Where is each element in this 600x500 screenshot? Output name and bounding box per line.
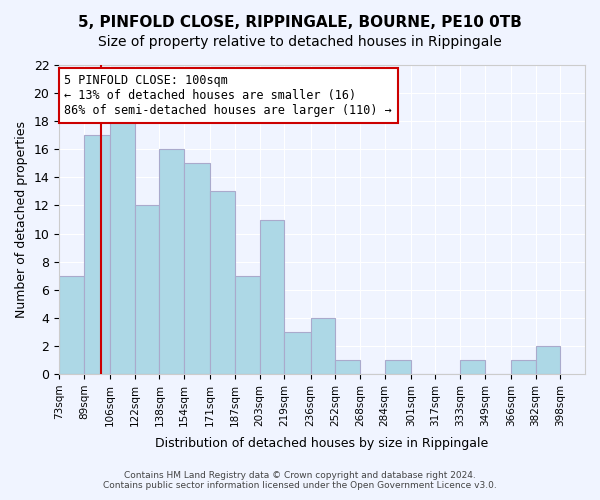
Bar <box>110 121 135 374</box>
Bar <box>385 360 411 374</box>
Bar <box>135 206 160 374</box>
Bar <box>460 360 485 374</box>
Bar <box>84 135 110 374</box>
Bar <box>335 360 360 374</box>
Bar <box>235 276 260 374</box>
Bar <box>210 192 235 374</box>
Text: Size of property relative to detached houses in Rippingale: Size of property relative to detached ho… <box>98 35 502 49</box>
Bar <box>311 318 335 374</box>
Bar <box>284 332 311 374</box>
Bar <box>260 220 284 374</box>
Bar <box>511 360 536 374</box>
Text: 5, PINFOLD CLOSE, RIPPINGALE, BOURNE, PE10 0TB: 5, PINFOLD CLOSE, RIPPINGALE, BOURNE, PE… <box>78 15 522 30</box>
Bar <box>59 276 84 374</box>
Y-axis label: Number of detached properties: Number of detached properties <box>15 121 28 318</box>
Text: 5 PINFOLD CLOSE: 100sqm
← 13% of detached houses are smaller (16)
86% of semi-de: 5 PINFOLD CLOSE: 100sqm ← 13% of detache… <box>64 74 392 118</box>
Bar <box>184 164 210 374</box>
Bar <box>536 346 560 374</box>
X-axis label: Distribution of detached houses by size in Rippingale: Distribution of detached houses by size … <box>155 437 489 450</box>
Text: Contains HM Land Registry data © Crown copyright and database right 2024.
Contai: Contains HM Land Registry data © Crown c… <box>103 470 497 490</box>
Bar <box>160 150 184 374</box>
